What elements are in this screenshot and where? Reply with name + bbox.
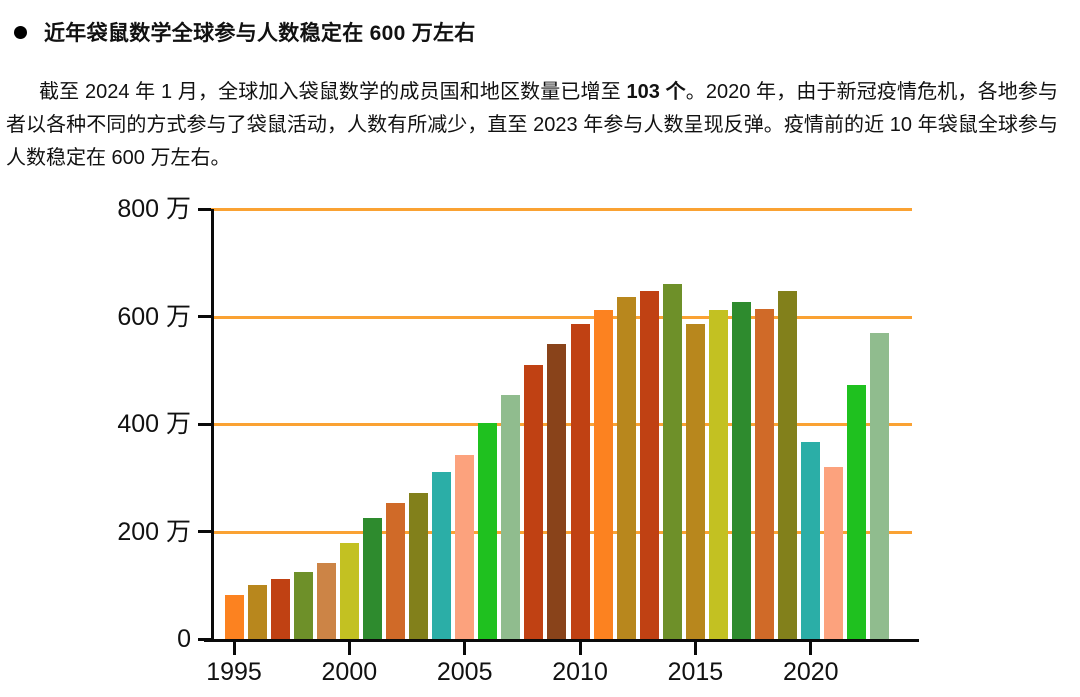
y-tick-label-400: 400 万 [117,410,191,438]
gridline-600 [211,315,912,319]
y-tick-label-0: 0 [177,625,191,653]
x-tick-2005 [463,642,467,655]
x-tick-2015 [693,642,697,655]
x-tick-label-2005: 2005 [436,658,493,686]
bar-2015 [685,324,705,639]
bar-2022 [847,384,867,639]
bar-1999 [316,563,336,639]
gridline-800 [211,208,912,211]
bar-2020 [801,442,821,639]
section-heading-text: 近年袋鼠数学全球参与人数稳定在 600 万左右 [44,22,476,45]
bar-1995 [224,594,244,639]
bar-2012 [616,297,636,639]
bar-2001 [362,518,382,639]
x-tick-label-2015: 2015 [667,658,724,686]
y-axis-line [211,209,214,642]
bar-1996 [247,585,267,639]
x-tick-2000 [347,642,351,655]
bar-1997 [270,578,290,639]
bar-2005 [455,455,475,639]
bullet-icon [14,25,27,39]
x-tick-label-1995: 1995 [206,658,262,686]
y-tick-800 [198,207,211,211]
y-tick-label-200: 200 万 [117,517,191,546]
participation-bar-chart: 0 200 万 400 万 600 万 800 万 1995 2000 2005 2010 201… [117,195,919,686]
bar-2009 [547,343,567,639]
bar-2002 [385,503,405,639]
x-axis-line [204,639,919,642]
bar-1998 [293,571,313,639]
body-paragraph: 截至 2024 年 1 月，全球加入袋鼠数学的成员国和地区数量已增至 103 个… [6,76,1058,175]
x-tick-1995 [232,642,236,655]
paragraph-text-end: 。2020 年，由于新冠疫情危机，各地参与者以各种不同的方式参与了袋鼠活动，人数… [6,81,1058,169]
bar-2023 [870,333,890,639]
paragraph-text-start: 截至 2024 年 1 月，全球加入袋鼠数学的成员国和地区数量已增至 [39,81,627,103]
bar-2011 [593,310,613,639]
y-tick-0 [198,637,211,641]
bar-2016 [708,310,728,639]
bar-2018 [755,308,775,639]
bar-2007 [501,394,521,639]
y-tick-label-800: 800 万 [117,195,191,223]
bar-2019 [778,291,798,639]
bar-2021 [824,467,844,639]
bar-2003 [409,492,429,639]
x-tick-label-2010: 2010 [552,658,608,686]
paragraph-bold-number: 103 个 [626,81,686,103]
bar-2000 [339,542,359,639]
bar-2014 [662,284,682,639]
y-tick-200 [198,530,211,533]
x-tick-label-2020: 2020 [782,658,839,686]
bar-2004 [432,471,452,639]
bar-2010 [570,324,590,639]
x-tick-2020 [809,642,813,655]
x-tick-label-2000: 2000 [321,658,378,686]
bar-2008 [524,364,544,639]
section-heading: 近年袋鼠数学全球参与人数稳定在 600 万左右 [14,17,476,47]
y-tick-label-600: 600 万 [117,302,191,331]
y-tick-400 [198,422,211,426]
y-tick-600 [198,315,211,318]
bar-2017 [732,302,752,639]
bar-2013 [639,291,659,639]
x-tick-2010 [578,642,582,655]
bar-2006 [478,422,498,639]
